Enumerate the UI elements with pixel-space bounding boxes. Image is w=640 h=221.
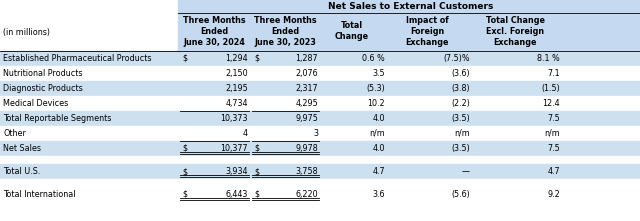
Text: $: $ xyxy=(182,54,187,63)
Text: Net Sales: Net Sales xyxy=(3,144,41,153)
Text: (3.8): (3.8) xyxy=(451,84,470,93)
Text: 7.5: 7.5 xyxy=(547,144,560,153)
Text: 3.6: 3.6 xyxy=(372,190,385,199)
Text: 12.4: 12.4 xyxy=(542,99,560,108)
Bar xyxy=(0,126,640,141)
Text: (1.5): (1.5) xyxy=(541,84,560,93)
Bar xyxy=(0,156,640,164)
Bar xyxy=(178,0,640,13)
Text: 1,287: 1,287 xyxy=(296,54,318,63)
Text: (2.2): (2.2) xyxy=(451,99,470,108)
Text: 6,443: 6,443 xyxy=(226,190,248,199)
Text: 4.7: 4.7 xyxy=(547,167,560,176)
Text: (5.3): (5.3) xyxy=(366,84,385,93)
Text: 9.2: 9.2 xyxy=(547,190,560,199)
Text: 2,076: 2,076 xyxy=(296,69,318,78)
Text: Established Pharmaceutical Products: Established Pharmaceutical Products xyxy=(3,54,152,63)
Text: 7.5: 7.5 xyxy=(547,114,560,123)
Text: —: — xyxy=(462,167,470,176)
Text: 9,975: 9,975 xyxy=(295,114,318,123)
Text: n/m: n/m xyxy=(369,129,385,138)
Text: 3: 3 xyxy=(313,129,318,138)
Text: 6,220: 6,220 xyxy=(296,190,318,199)
Text: (3.6): (3.6) xyxy=(451,69,470,78)
Bar xyxy=(0,187,640,202)
Text: Medical Devices: Medical Devices xyxy=(3,99,68,108)
Text: Total Reportable Segments: Total Reportable Segments xyxy=(3,114,111,123)
Text: 8.1 %: 8.1 % xyxy=(537,54,560,63)
Text: 2,317: 2,317 xyxy=(296,84,318,93)
Text: (7.5)%: (7.5)% xyxy=(444,54,470,63)
Text: Three Months
Ended
June 30, 2023: Three Months Ended June 30, 2023 xyxy=(254,16,317,47)
Bar xyxy=(0,202,640,221)
Text: 4.7: 4.7 xyxy=(372,167,385,176)
Text: 4: 4 xyxy=(243,129,248,138)
Text: Three Months
Ended
June 30, 2024: Three Months Ended June 30, 2024 xyxy=(183,16,246,47)
Text: 3.5: 3.5 xyxy=(372,69,385,78)
Text: 0.6 %: 0.6 % xyxy=(362,54,385,63)
Text: 2,195: 2,195 xyxy=(225,84,248,93)
Text: $: $ xyxy=(182,144,187,153)
Bar xyxy=(0,66,640,81)
Text: 2,150: 2,150 xyxy=(225,69,248,78)
Text: Total International: Total International xyxy=(3,190,76,199)
Text: (3.5): (3.5) xyxy=(451,114,470,123)
Text: $: $ xyxy=(254,190,259,199)
Text: 7.1: 7.1 xyxy=(547,69,560,78)
Text: n/m: n/m xyxy=(454,129,470,138)
Bar xyxy=(0,179,640,187)
Text: Nutritional Products: Nutritional Products xyxy=(3,69,83,78)
Text: 10,377: 10,377 xyxy=(220,144,248,153)
Text: $: $ xyxy=(182,190,187,199)
Bar xyxy=(0,96,640,111)
Text: $: $ xyxy=(254,167,259,176)
Text: 4.0: 4.0 xyxy=(372,144,385,153)
Text: $: $ xyxy=(254,144,259,153)
Text: 3,758: 3,758 xyxy=(296,167,318,176)
Text: (in millions): (in millions) xyxy=(3,27,50,36)
Text: 1,294: 1,294 xyxy=(225,54,248,63)
Text: $: $ xyxy=(182,167,187,176)
Text: (5.6): (5.6) xyxy=(451,190,470,199)
Bar xyxy=(178,13,640,51)
Text: 10.2: 10.2 xyxy=(367,99,385,108)
Text: Total U.S.: Total U.S. xyxy=(3,167,40,176)
Text: Net Sales to External Customers: Net Sales to External Customers xyxy=(328,2,493,11)
Bar xyxy=(0,141,640,156)
Text: (3.5): (3.5) xyxy=(451,144,470,153)
Text: 4.0: 4.0 xyxy=(372,114,385,123)
Text: n/m: n/m xyxy=(544,129,560,138)
Bar xyxy=(0,164,640,179)
Bar xyxy=(0,81,640,96)
Text: 4,734: 4,734 xyxy=(225,99,248,108)
Text: Total Change
Excl. Foreign
Exchange: Total Change Excl. Foreign Exchange xyxy=(486,16,545,47)
Text: 9,978: 9,978 xyxy=(295,144,318,153)
Text: 3,934: 3,934 xyxy=(225,167,248,176)
Text: Diagnostic Products: Diagnostic Products xyxy=(3,84,83,93)
Bar xyxy=(0,51,640,66)
Text: $: $ xyxy=(254,54,259,63)
Text: Other: Other xyxy=(3,129,26,138)
Text: Impact of
Foreign
Exchange: Impact of Foreign Exchange xyxy=(406,16,449,47)
Bar xyxy=(0,111,640,126)
Text: 4,295: 4,295 xyxy=(295,99,318,108)
Text: 10,373: 10,373 xyxy=(221,114,248,123)
Text: Total
Change: Total Change xyxy=(335,21,369,41)
